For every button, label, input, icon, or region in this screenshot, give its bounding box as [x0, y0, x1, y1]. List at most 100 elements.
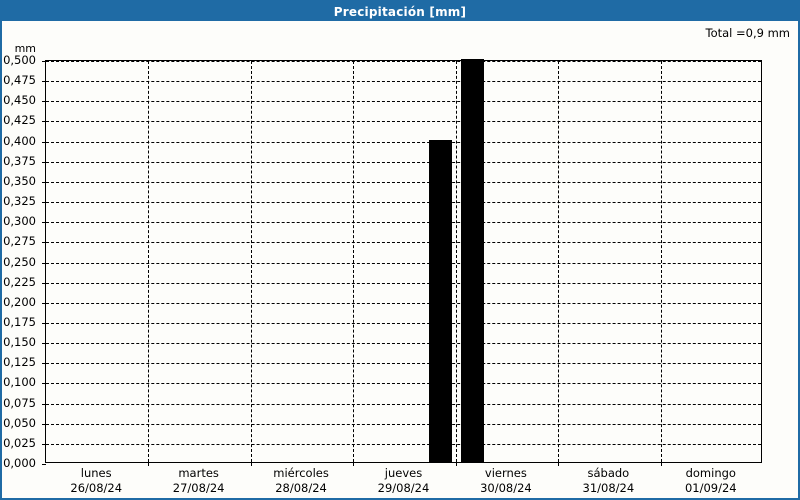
- x-axis-tick-1: martes 27/08/24: [147, 466, 249, 496]
- y-axis-tick-mark: [42, 363, 46, 365]
- y-axis-tick-mark: [42, 61, 46, 62]
- gridline-vertical: [353, 61, 355, 462]
- x-axis-day-label: viernes: [484, 466, 527, 480]
- y-axis-tick-mark: [42, 262, 46, 264]
- x-axis-day-label: sábado: [587, 466, 630, 480]
- plot-area: [42, 59, 762, 466]
- y-axis-tick-label: 0,425: [3, 113, 36, 128]
- x-axis-date-label: 29/08/24: [377, 481, 430, 495]
- gridline-horizontal: [46, 363, 761, 365]
- x-axis-date-label: 30/08/24: [480, 481, 532, 495]
- gridline-vertical: [148, 61, 150, 462]
- y-axis-tick-label: 0,475: [3, 73, 36, 88]
- y-axis-tick-label: 0,125: [3, 355, 36, 370]
- x-axis-tick-3: jueves 29/08/24: [352, 466, 454, 496]
- x-axis-tick-mark: [353, 462, 355, 466]
- y-axis-tick-mark: [42, 161, 46, 163]
- x-axis-tick-2: miércoles 28/08/24: [250, 466, 352, 496]
- page-title: Precipitación [mm]: [333, 4, 467, 19]
- gridline-horizontal: [46, 81, 761, 83]
- x-axis-date-label: 31/08/24: [582, 481, 635, 495]
- x-axis-day-label: miércoles: [273, 466, 329, 480]
- y-axis-tick-mark: [42, 181, 46, 183]
- x-axis-tick-mark: [455, 462, 457, 466]
- y-axis-tick-label: 0,100: [3, 375, 36, 390]
- gridline-horizontal: [46, 181, 761, 183]
- y-axis-tick-mark: [42, 464, 46, 465]
- gridline-horizontal: [46, 222, 761, 224]
- y-axis-tick-label: 0,150: [3, 335, 36, 350]
- gridline-horizontal: [46, 343, 761, 345]
- y-axis-tick-label: 0,275: [3, 234, 36, 249]
- y-axis-tick-mark: [42, 202, 46, 204]
- x-axis-day-label: jueves: [384, 466, 423, 480]
- x-axis-date-label: 26/08/24: [70, 481, 123, 495]
- y-axis-tick-mark: [42, 322, 46, 324]
- x-axis-date-label: 27/08/24: [172, 481, 225, 495]
- gridline-horizontal: [46, 403, 761, 405]
- y-axis-tick-mark: [42, 423, 46, 425]
- x-axis-date-label: 01/09/24: [684, 481, 737, 495]
- gridline-horizontal: [46, 121, 761, 123]
- gridline-horizontal: [46, 242, 761, 244]
- gridline-horizontal: [46, 202, 761, 204]
- gridline-horizontal: [46, 443, 761, 445]
- gridline-horizontal: [46, 302, 761, 304]
- bar: [428, 139, 452, 462]
- y-axis-tick-mark: [42, 222, 46, 224]
- y-axis-tick-mark: [42, 343, 46, 345]
- y-axis-tick-mark: [42, 121, 46, 123]
- plot-inner: [42, 59, 761, 466]
- y-axis-tick-mark: [42, 443, 46, 445]
- bar: [460, 59, 484, 462]
- y-axis-tick-label: 0,075: [3, 395, 36, 410]
- y-axis-tick-label: 0,025: [3, 435, 36, 450]
- y-axis-tick-label: 0,350: [3, 173, 36, 188]
- y-axis-tick-mark: [42, 403, 46, 405]
- gridline-horizontal: [46, 101, 761, 103]
- window-title-bar: Precipitación [mm]: [2, 2, 798, 21]
- y-axis-tick-label: 0,375: [3, 153, 36, 168]
- y-axis-tick-mark: [42, 242, 46, 244]
- gridline-vertical: [558, 61, 560, 462]
- gridline-vertical: [455, 61, 457, 462]
- gridline-horizontal: [46, 383, 761, 385]
- gridline-vertical: [660, 61, 662, 462]
- y-axis-tick-label: 0,500: [3, 53, 36, 67]
- x-axis-tick-mark: [250, 462, 252, 466]
- y-axis-tick-label: 0,450: [3, 93, 36, 108]
- y-axis-tick-mark: [42, 141, 46, 143]
- y-axis-tick-label: 0,175: [3, 314, 36, 329]
- x-axis-tick-mark: [148, 462, 150, 466]
- x-axis-tick-mark: [660, 462, 662, 466]
- y-axis-tick-mark: [42, 282, 46, 284]
- x-axis-day-label: martes: [178, 466, 219, 480]
- x-axis-date-label: 28/08/24: [275, 481, 327, 495]
- gridline-vertical: [250, 61, 252, 462]
- gridline-horizontal: [46, 161, 761, 163]
- y-axis-tick-label: 0,000: [3, 456, 36, 470]
- gridline-horizontal: [46, 141, 761, 143]
- x-axis-day-label: domingo: [685, 466, 736, 480]
- x-axis-tick-6: domingo 01/09/24: [660, 466, 762, 496]
- x-axis-tick-mark: [558, 462, 560, 466]
- x-axis-tick-5: sábado 31/08/24: [557, 466, 659, 496]
- x-axis-day-label: lunes: [80, 466, 112, 480]
- gridline-horizontal: [46, 282, 761, 284]
- x-axis-tick-4: viernes 30/08/24: [455, 466, 557, 496]
- gridline-horizontal: [46, 262, 761, 264]
- y-axis-tick-mark: [42, 383, 46, 385]
- total-annotation: Total =0,9 mm: [705, 26, 791, 40]
- y-axis-tick-label: 0,325: [3, 194, 36, 209]
- y-axis-tick-label: 0,250: [3, 254, 36, 269]
- y-axis-tick-label: 0,400: [3, 133, 36, 148]
- gridline-horizontal: [46, 61, 761, 62]
- y-axis-tick-label: 0,300: [3, 214, 36, 229]
- gridline-horizontal: [46, 423, 761, 425]
- x-axis-tick-0: lunes 26/08/24: [45, 466, 147, 496]
- y-axis-tick-label: 0,200: [3, 294, 36, 309]
- y-axis-unit-label: mm: [14, 42, 36, 55]
- gridline-horizontal: [46, 322, 761, 324]
- y-axis-tick-label: 0,225: [3, 274, 36, 289]
